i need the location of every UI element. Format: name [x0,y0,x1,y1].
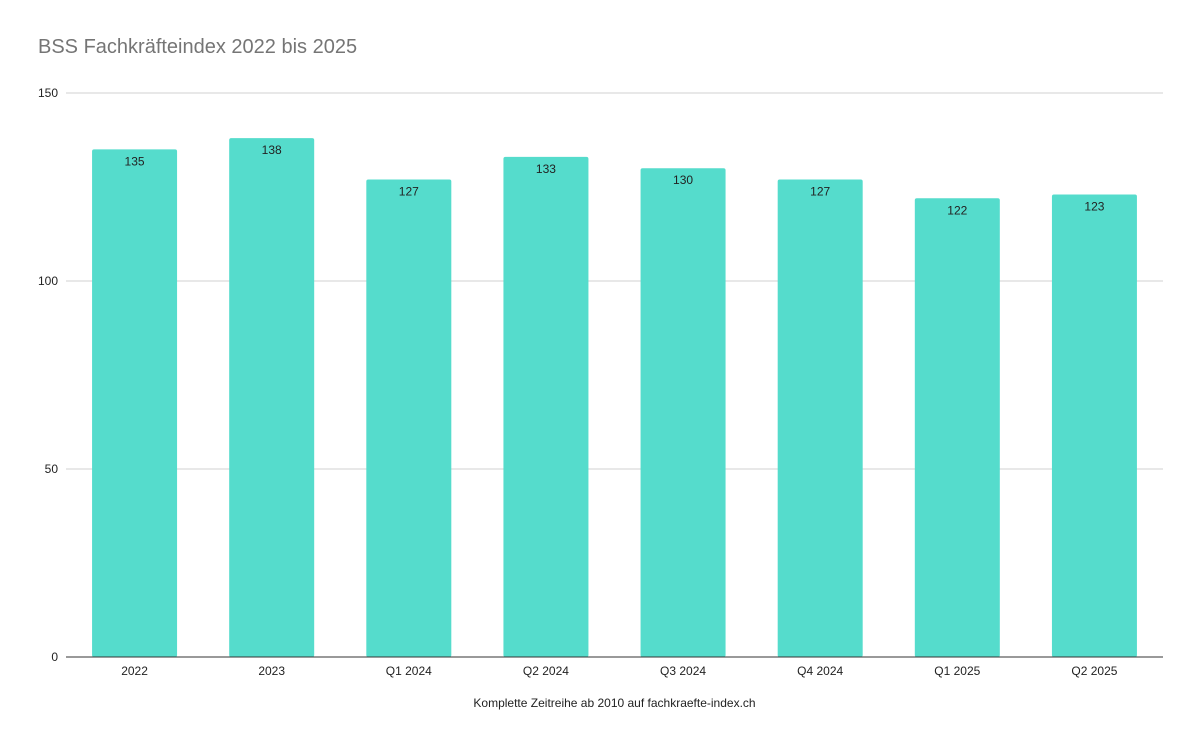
x-tick-label: Q2 2025 [1071,664,1117,678]
bar [640,168,726,657]
chart-title: BSS Fachkräfteindex 2022 bis 2025 [38,36,358,58]
y-tick-label: 100 [38,274,58,288]
bar [92,149,178,657]
x-tick-label: Q2 2024 [523,664,569,678]
data-label: 127 [810,184,830,198]
x-tick-label: 2022 [121,664,148,678]
y-tick-label: 0 [51,650,58,664]
data-label: 122 [947,203,967,217]
data-label: 133 [536,162,556,176]
bar [777,179,863,658]
data-label: 130 [673,173,693,187]
x-axis-title: Komplette Zeitreihe ab 2010 auf fachkrae… [473,696,755,710]
bar [914,198,1000,657]
bar [1051,194,1137,657]
x-tick-label: Q3 2024 [660,664,706,678]
data-label: 127 [399,184,419,198]
x-tick-label: Q1 2024 [386,664,432,678]
bar [366,179,452,658]
y-tick-label: 50 [45,462,59,476]
data-label: 138 [262,143,282,157]
x-tick-label: Q1 2025 [934,664,980,678]
data-label: 135 [125,154,145,168]
x-tick-label: Q4 2024 [797,664,843,678]
y-tick-label: 150 [38,86,58,100]
bar [503,156,589,658]
x-tick-label: 2023 [258,664,285,678]
data-label: 123 [1084,200,1104,214]
bar [229,138,315,657]
